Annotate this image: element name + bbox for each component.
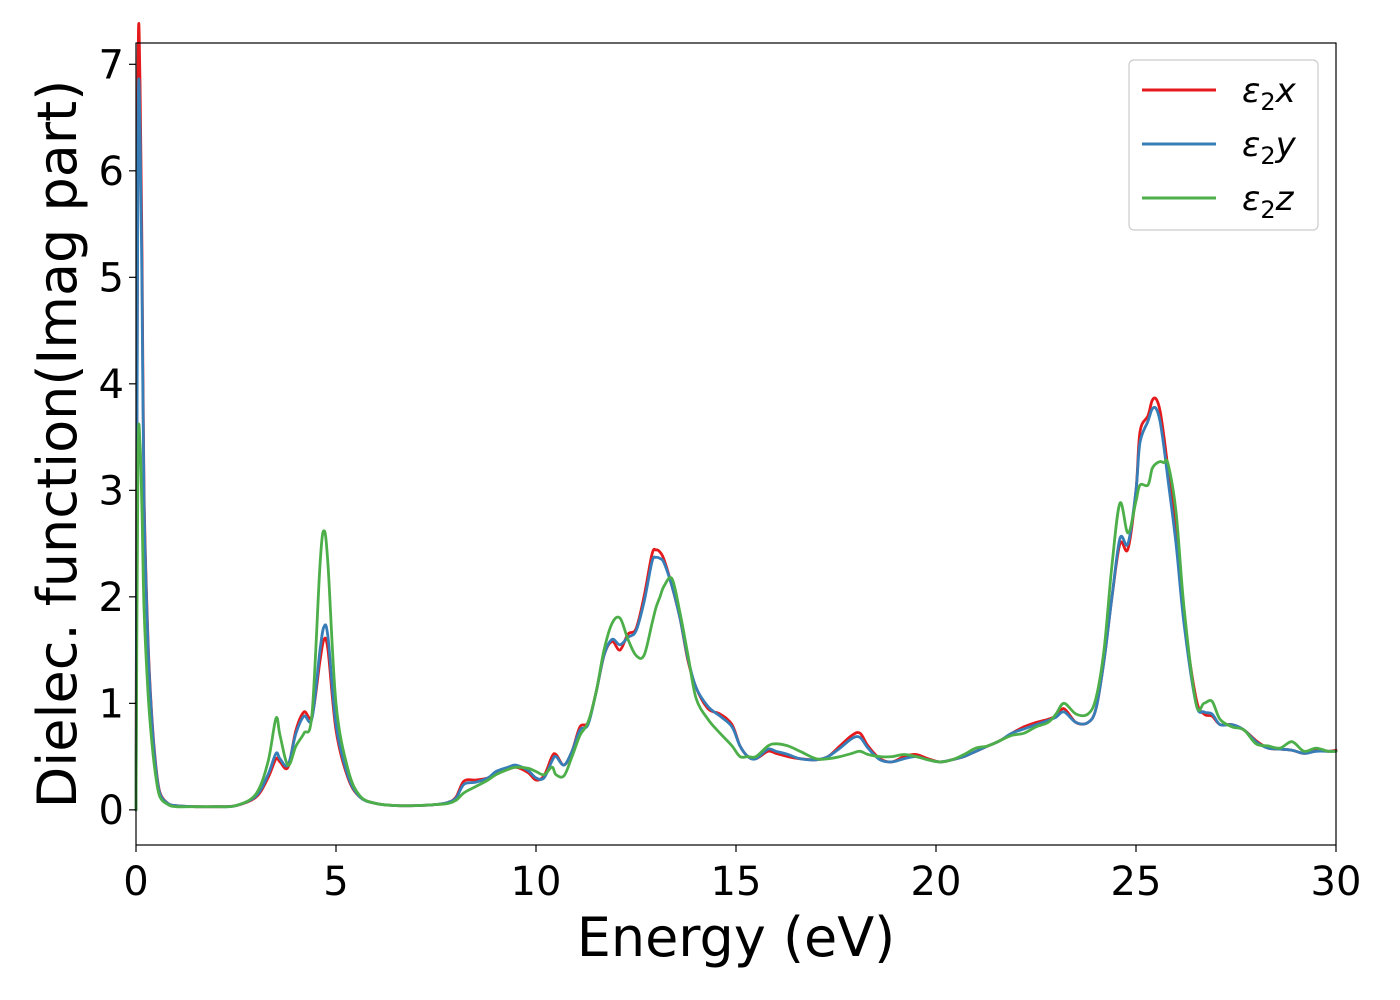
x-tick-label: 10 [511, 859, 562, 905]
legend-label-x: ε2x [1242, 71, 1297, 116]
x-tick-label: 0 [123, 859, 148, 905]
y-tick-label: 1 [99, 681, 124, 727]
legend-label-suffix: z [1275, 179, 1295, 219]
y-axis-ticks: 0 1 2 3 4 5 6 7 [99, 42, 136, 834]
legend-label-base: ε [1242, 125, 1260, 165]
y-tick-label: 6 [99, 149, 124, 195]
legend-label-suffix: x [1275, 71, 1297, 111]
y-tick-label: 0 [99, 788, 124, 834]
legend-label-y: ε2y [1242, 125, 1297, 170]
legend-label-subscript: 2 [1260, 88, 1275, 116]
y-tick-label: 5 [99, 255, 124, 301]
legend-label-base: ε [1242, 179, 1260, 219]
x-tick-label: 20 [911, 859, 962, 905]
legend-label-subscript: 2 [1260, 196, 1275, 224]
y-tick-label: 4 [99, 362, 124, 408]
legend-label-z: ε2z [1242, 179, 1295, 224]
legend-label-subscript: 2 [1260, 142, 1275, 170]
x-tick-label: 5 [323, 859, 348, 905]
y-tick-label: 2 [99, 575, 124, 621]
x-tick-label: 25 [1111, 859, 1162, 905]
legend-label-suffix: y [1275, 125, 1297, 165]
y-axis-title: Dielec. function(Imag part) [26, 80, 89, 809]
legend-label-base: ε [1242, 71, 1260, 111]
x-axis-ticks: 0 5 10 15 20 25 30 [123, 845, 1361, 905]
x-tick-label: 30 [1311, 859, 1362, 905]
x-axis-title: Energy (eV) [577, 906, 896, 969]
series-line-z [134, 422, 1338, 812]
y-tick-label: 7 [99, 42, 124, 88]
y-tick-label: 3 [99, 468, 124, 514]
legend-box [1128, 59, 1319, 231]
series-layer [134, 22, 1338, 812]
x-tick-label: 15 [711, 859, 762, 905]
